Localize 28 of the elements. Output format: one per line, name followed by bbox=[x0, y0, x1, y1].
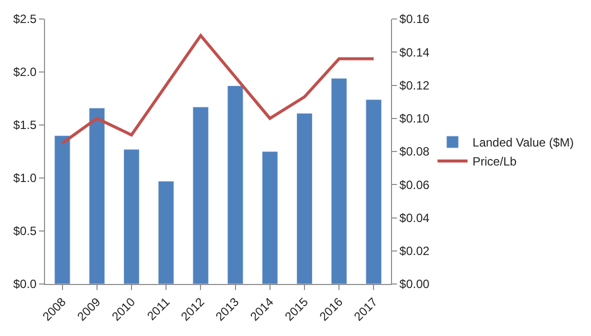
bar bbox=[366, 99, 382, 284]
bar bbox=[54, 135, 70, 284]
y2-tick-label: $0.02 bbox=[399, 244, 430, 258]
y2-tick-label: $0.06 bbox=[399, 178, 430, 192]
y2-tick-label: $0.16 bbox=[399, 12, 430, 26]
y-tick-label: $1.5 bbox=[13, 118, 37, 132]
bar bbox=[88, 108, 105, 284]
y2-tick-label: $0.10 bbox=[399, 112, 430, 126]
bar bbox=[192, 106, 209, 284]
y-tick-label: $0.0 bbox=[13, 277, 37, 292]
legend-label: Price/Lb bbox=[472, 154, 517, 169]
line-series bbox=[60, 34, 376, 145]
y-tick-label: $2.0 bbox=[13, 65, 37, 80]
y-tick-label: $0.5 bbox=[13, 224, 37, 238]
bar bbox=[296, 113, 313, 284]
y-tick-label: $1.0 bbox=[13, 171, 37, 186]
y2-tick-label: $0.08 bbox=[399, 144, 430, 159]
legend-label: Landed Value ($M) bbox=[472, 136, 574, 150]
bar bbox=[262, 151, 278, 284]
y-tick-label: $2.5 bbox=[13, 12, 37, 26]
y2-tick-label: $0.12 bbox=[399, 78, 430, 92]
y2-tick-label: $0.04 bbox=[399, 210, 430, 225]
bar bbox=[227, 86, 244, 284]
bar bbox=[123, 149, 140, 284]
bar bbox=[158, 180, 174, 284]
y2-tick-label: $0.00 bbox=[399, 277, 430, 292]
y2-tick-label: $0.14 bbox=[399, 45, 430, 60]
bar bbox=[331, 78, 348, 284]
